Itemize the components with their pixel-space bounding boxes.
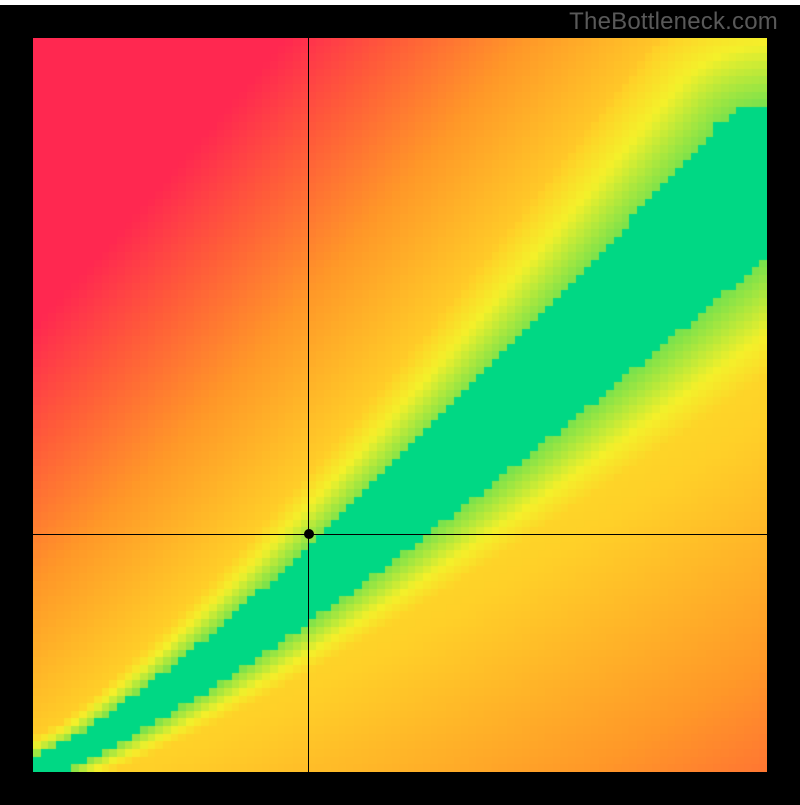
crosshair-vertical: [308, 38, 309, 772]
crosshair-horizontal: [33, 534, 767, 535]
heatmap-canvas: [33, 38, 767, 772]
watermark-text: TheBottleneck.com: [569, 8, 778, 36]
